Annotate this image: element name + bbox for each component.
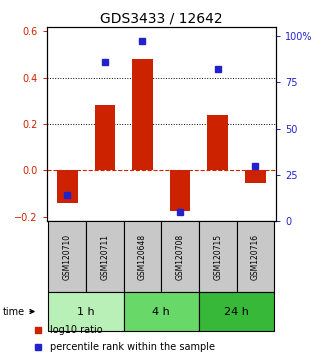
Text: percentile rank within the sample: percentile rank within the sample: [50, 342, 215, 352]
Bar: [57, 170, 78, 203]
Text: GSM120716: GSM120716: [251, 234, 260, 280]
Text: 24 h: 24 h: [224, 307, 249, 316]
Bar: [48, 221, 86, 292]
Text: GSM120708: GSM120708: [176, 234, 185, 280]
Bar: [132, 59, 153, 170]
Bar: [199, 292, 274, 331]
Bar: [161, 221, 199, 292]
Text: log10 ratio: log10 ratio: [50, 325, 103, 335]
Bar: [237, 221, 274, 292]
Bar: [207, 115, 228, 170]
Text: GSM120648: GSM120648: [138, 234, 147, 280]
Bar: [48, 292, 124, 331]
Text: 1 h: 1 h: [77, 307, 95, 316]
Text: 4 h: 4 h: [152, 307, 170, 316]
Bar: [124, 221, 161, 292]
Text: time: time: [2, 307, 34, 316]
Text: GSM120711: GSM120711: [100, 234, 109, 280]
Text: GSM120715: GSM120715: [213, 234, 222, 280]
Bar: [245, 170, 266, 183]
Bar: [86, 221, 124, 292]
Bar: [170, 170, 190, 211]
Bar: [94, 105, 115, 170]
Title: GDS3433 / 12642: GDS3433 / 12642: [100, 11, 223, 25]
Text: GSM120710: GSM120710: [63, 234, 72, 280]
Bar: [124, 292, 199, 331]
Bar: [199, 221, 237, 292]
